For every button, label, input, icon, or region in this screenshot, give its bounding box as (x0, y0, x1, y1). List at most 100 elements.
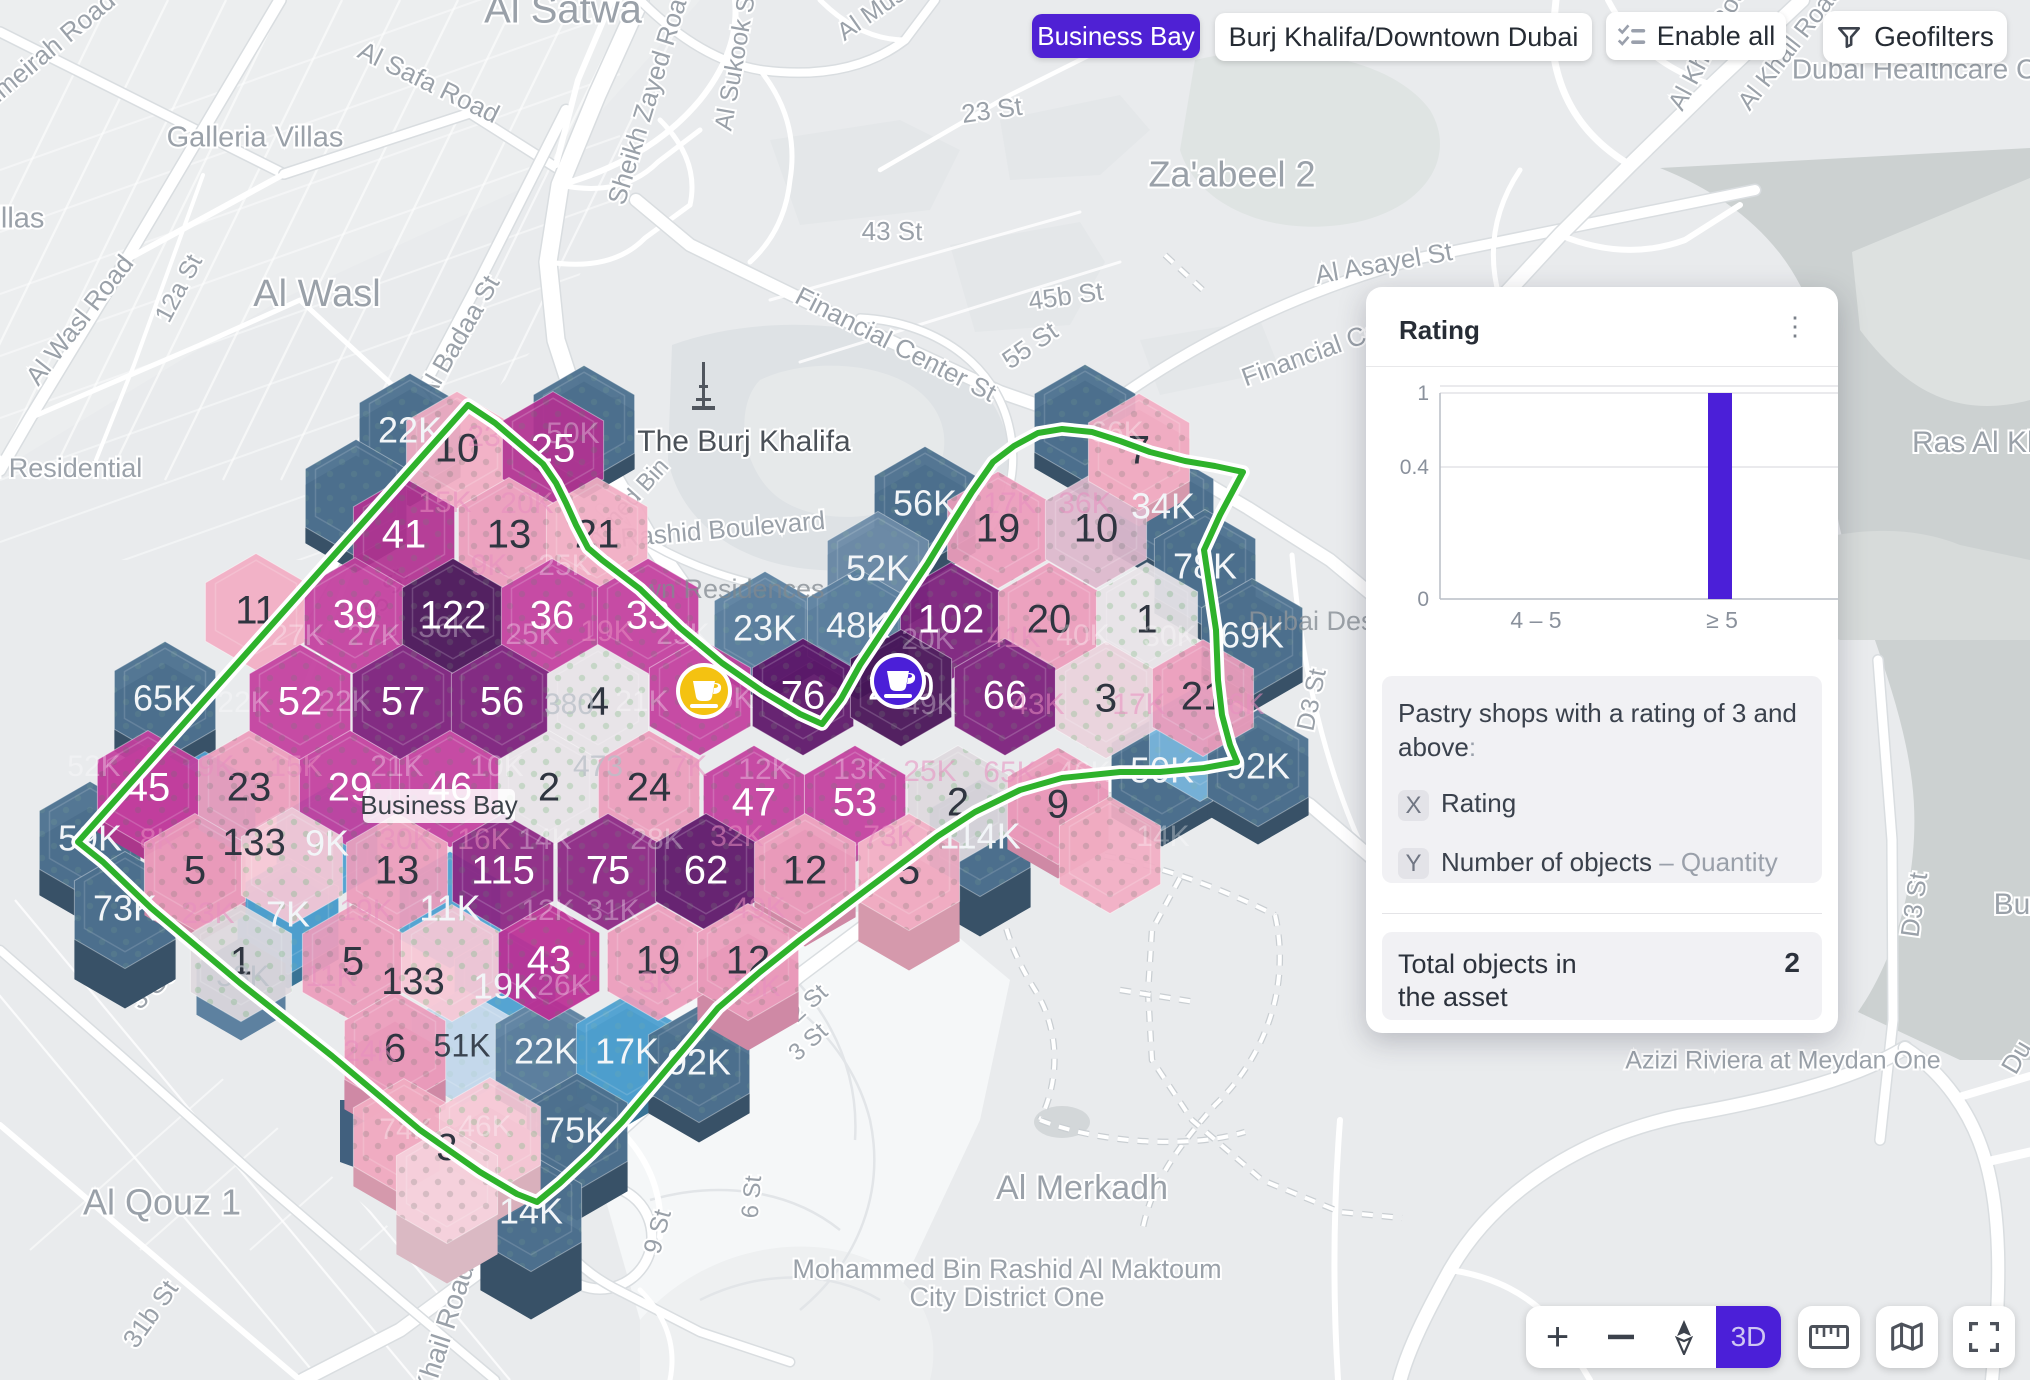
svg-text:49K: 49K (732, 892, 785, 925)
svg-text:73K: 73K (863, 820, 916, 853)
svg-text:19: 19 (636, 939, 681, 983)
svg-text:23K: 23K (733, 608, 797, 649)
svg-text:0: 0 (1417, 588, 1429, 611)
svg-text:9K: 9K (305, 823, 349, 864)
svg-text:10K: 10K (470, 750, 523, 783)
svg-text:19K: 19K (339, 894, 392, 927)
svg-text:3K: 3K (639, 966, 676, 999)
svg-text:47: 47 (732, 781, 777, 825)
svg-text:50K: 50K (546, 417, 599, 450)
svg-text:1: 1 (1136, 598, 1158, 642)
svg-text:Al Satwa: Al Satwa (484, 0, 643, 32)
svg-text:52K: 52K (67, 750, 120, 783)
svg-text:≥ 5: ≥ 5 (1706, 607, 1738, 633)
svg-text:Al Merkadh: Al Merkadh (996, 1169, 1168, 1207)
svg-text:115: 115 (471, 849, 535, 893)
svg-text:69K: 69K (1220, 615, 1284, 656)
svg-text:11K: 11K (305, 960, 356, 993)
svg-text:31K: 31K (586, 894, 639, 927)
svg-text:21K: 21K (370, 750, 423, 783)
svg-text:Galleria Villas: Galleria Villas (167, 122, 344, 154)
svg-text:10: 10 (1074, 507, 1119, 551)
svg-text:Bu: Bu (1994, 888, 2030, 921)
svg-text:30K: 30K (1143, 620, 1196, 653)
svg-text:Azizi Riviera at Meydan One: Azizi Riviera at Meydan One (1625, 1047, 1940, 1075)
svg-text:39: 39 (333, 593, 378, 637)
svg-text:Al Wasl: Al Wasl (253, 273, 380, 315)
svg-text:62: 62 (684, 849, 729, 893)
svg-text:30K: 30K (379, 823, 432, 856)
svg-text:16K: 16K (457, 823, 510, 856)
svg-text:12K: 12K (521, 894, 574, 927)
svg-text:7K: 7K (671, 750, 708, 783)
svg-text:380: 380 (544, 688, 594, 721)
svg-text:52K: 52K (846, 548, 910, 589)
svg-text:133: 133 (222, 822, 285, 864)
svg-text:6: 6 (384, 1027, 406, 1071)
svg-text:56K: 56K (893, 483, 957, 524)
svg-text:4 – 5: 4 – 5 (1510, 607, 1561, 633)
svg-text:26K: 26K (537, 969, 590, 1002)
svg-text:27K: 27K (347, 619, 400, 652)
svg-text:23K: 23K (181, 897, 234, 930)
svg-text:Al Qouz 1: Al Qouz 1 (83, 1182, 241, 1223)
svg-text:7K: 7K (266, 894, 310, 935)
svg-text:40K: 40K (1056, 619, 1109, 652)
svg-text:41: 41 (382, 513, 427, 557)
svg-text:17K: 17K (595, 1031, 659, 1072)
svg-text:34K: 34K (1131, 486, 1195, 527)
svg-text:24: 24 (627, 766, 672, 810)
svg-text:25K: 25K (505, 618, 558, 651)
svg-text:Mohammed Bin Rashid Al Maktoum: Mohammed Bin Rashid Al Maktoum (792, 1254, 1221, 1284)
svg-text:sl Residential: sl Residential (0, 453, 142, 483)
svg-text:122: 122 (420, 594, 487, 638)
svg-text:5: 5 (342, 940, 364, 984)
svg-text:41K: 41K (987, 621, 1040, 654)
svg-text:36K: 36K (1058, 487, 1111, 520)
svg-text:46K: 46K (458, 1110, 511, 1143)
svg-text:36K: 36K (418, 611, 471, 644)
svg-text:19K: 19K (473, 966, 537, 1007)
svg-text:25K: 25K (538, 549, 591, 582)
svg-text:102: 102 (918, 598, 985, 642)
svg-text:20: 20 (1027, 598, 1072, 642)
svg-text:56: 56 (480, 680, 525, 724)
svg-text:2: 2 (538, 766, 560, 810)
svg-text:3: 3 (1095, 677, 1117, 721)
svg-text:4: 4 (587, 680, 609, 724)
svg-text:21K: 21K (615, 685, 668, 718)
svg-text:15K: 15K (418, 486, 471, 519)
svg-text:8K: 8K (140, 823, 177, 856)
svg-text:28K: 28K (630, 823, 683, 856)
svg-text:12K: 12K (738, 753, 791, 786)
svg-text:23: 23 (227, 766, 272, 810)
svg-text:9: 9 (1047, 783, 1069, 827)
svg-text:20K: 20K (901, 623, 954, 656)
svg-text:14K: 14K (1136, 820, 1189, 853)
svg-text:22K: 22K (514, 1031, 578, 1072)
svg-text:43 St: 43 St (862, 216, 923, 246)
svg-text:43K: 43K (1011, 688, 1064, 721)
svg-text:1: 1 (1417, 382, 1429, 405)
svg-text:36: 36 (530, 594, 575, 638)
svg-text:11K: 11K (419, 888, 480, 929)
svg-text:13: 13 (487, 513, 532, 557)
svg-text:15K: 15K (269, 750, 322, 783)
svg-text:Villas: Villas (0, 203, 44, 235)
svg-text:57: 57 (381, 680, 426, 724)
svg-text:13K: 13K (833, 753, 886, 786)
svg-text:53: 53 (833, 781, 878, 825)
svg-text:22K: 22K (318, 685, 371, 718)
svg-text:13: 13 (375, 849, 420, 893)
svg-text:52: 52 (278, 680, 323, 724)
svg-text:wn Residences: wn Residences (640, 574, 824, 604)
svg-text:24K: 24K (343, 1035, 396, 1068)
svg-text:9K: 9K (471, 549, 508, 582)
svg-text:20K: 20K (500, 487, 553, 520)
svg-text:12: 12 (783, 849, 828, 893)
svg-text:14K: 14K (518, 823, 571, 856)
svg-text:51K: 51K (434, 1027, 491, 1063)
svg-text:6 St: 6 St (737, 1174, 768, 1219)
svg-text:75: 75 (586, 849, 631, 893)
svg-text:22K: 22K (217, 686, 270, 719)
